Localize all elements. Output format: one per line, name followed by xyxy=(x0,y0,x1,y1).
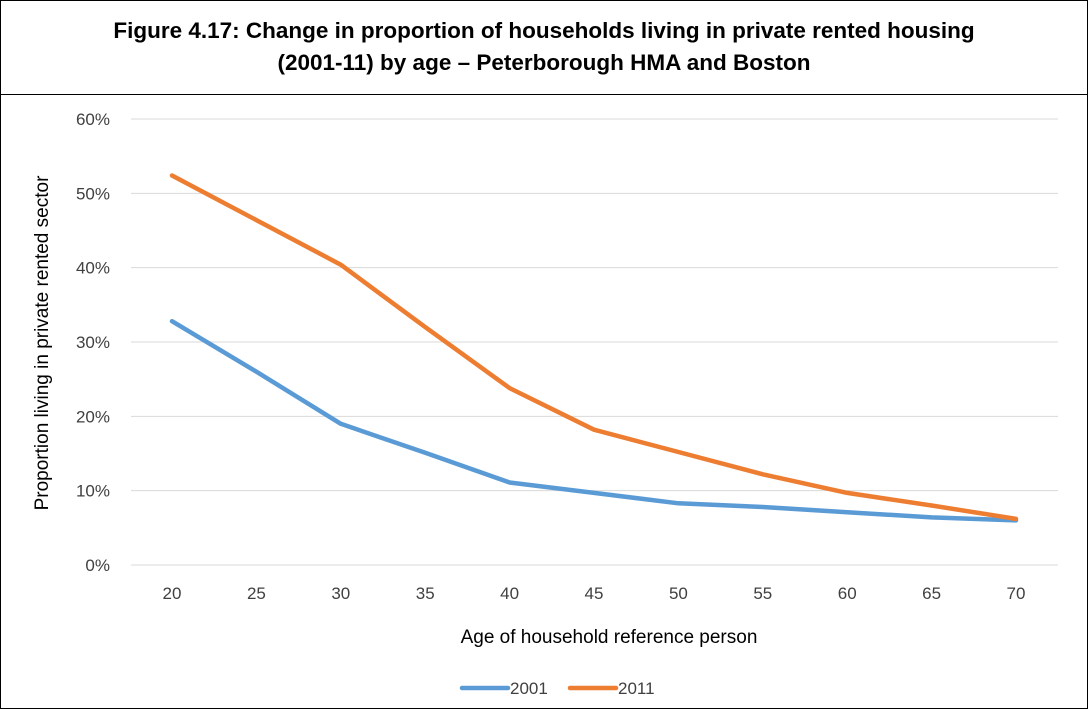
y-tick-label: 40% xyxy=(76,259,110,278)
legend: 2001 2011 xyxy=(459,679,655,698)
legend-label-2011: 2011 xyxy=(618,679,655,698)
x-tick-label: 55 xyxy=(753,584,772,603)
y-axis-ticks: 0% 10% 20% 30% 40% 50% 60% xyxy=(76,110,110,575)
x-axis-label: Age of household reference person xyxy=(461,627,758,648)
x-tick-label: 20 xyxy=(163,584,182,603)
chart-title-line-1: Figure 4.17: Change in proportion of hou… xyxy=(113,18,975,43)
x-tick-label: 40 xyxy=(500,584,519,603)
legend-label-2001: 2001 xyxy=(510,679,548,698)
x-tick-label: 70 xyxy=(1007,584,1026,603)
title-box: Figure 4.17: Change in proportion of hou… xyxy=(1,1,1087,95)
y-tick-label: 50% xyxy=(76,184,110,203)
y-tick-label: 60% xyxy=(76,110,110,129)
x-tick-label: 30 xyxy=(331,584,350,603)
chart-title-line-2: (2001-11) by age – Peterborough HMA and … xyxy=(277,50,811,75)
x-tick-label: 65 xyxy=(922,584,941,603)
y-tick-label: 20% xyxy=(76,407,110,426)
series-lines xyxy=(169,173,1019,523)
y-tick-label: 10% xyxy=(76,482,110,501)
x-tick-label: 60 xyxy=(838,584,857,603)
y-tick-label: 0% xyxy=(85,556,110,575)
gridlines xyxy=(131,118,1058,566)
x-tick-label: 45 xyxy=(585,584,604,603)
x-tick-label: 35 xyxy=(416,584,435,603)
x-axis-ticks: 20 25 30 35 40 45 50 55 60 65 70 xyxy=(163,584,1026,603)
series-line-2011 xyxy=(169,173,1019,522)
y-tick-label: 30% xyxy=(76,333,110,352)
x-tick-label: 50 xyxy=(669,584,688,603)
chart-title: Figure 4.17: Change in proportion of hou… xyxy=(1,15,1087,79)
x-tick-label: 25 xyxy=(247,584,266,603)
y-axis-label: Proportion living in private rented sect… xyxy=(32,175,53,510)
